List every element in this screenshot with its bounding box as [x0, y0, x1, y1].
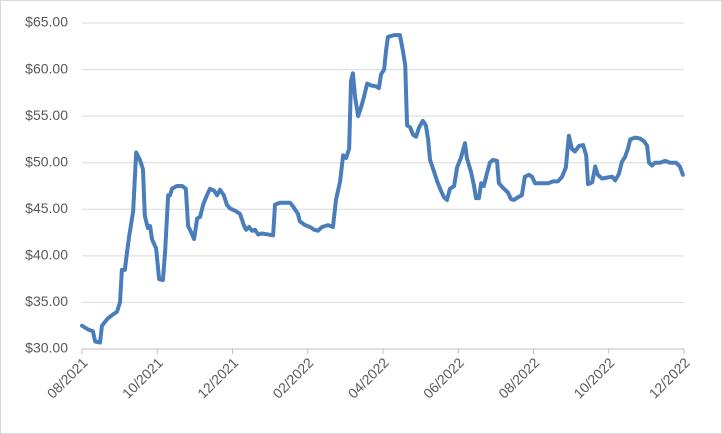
y-tick-label: $40.00 — [25, 247, 68, 263]
price-line — [80, 33, 685, 345]
y-tick-label: $60.00 — [25, 60, 68, 76]
y-tick-label: $65.00 — [25, 14, 68, 30]
y-tick-label: $45.00 — [25, 200, 68, 216]
y-tick-label: $55.00 — [25, 107, 68, 123]
y-tick-label: $30.00 — [25, 340, 68, 356]
y-tick-label: $50.00 — [25, 153, 68, 169]
y-tick-label: $35.00 — [25, 293, 68, 309]
